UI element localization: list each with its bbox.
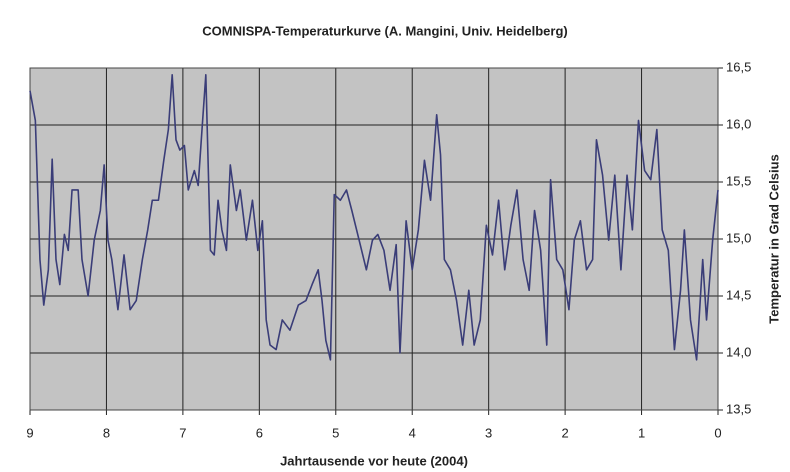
- x-axis-label: Jahrtausende vor heute (2004): [280, 453, 468, 468]
- y-tick-label: 14,5: [726, 287, 751, 302]
- x-tick-label: 8: [103, 425, 110, 440]
- x-tick-label: 7: [179, 425, 186, 440]
- y-tick-label: 15,5: [726, 173, 751, 188]
- x-tick-label: 4: [409, 425, 416, 440]
- y-tick-label: 13,5: [726, 401, 751, 416]
- y-tick-label: 16,0: [726, 116, 751, 131]
- x-tick-label: 5: [332, 425, 339, 440]
- x-tick-label: 2: [561, 425, 568, 440]
- y-tick-label: 14,0: [726, 344, 751, 359]
- y-axis-label: Temperatur in Grad Celsius: [766, 154, 781, 324]
- x-tick-label: 9: [26, 425, 33, 440]
- plot-border: [29, 67, 719, 411]
- x-tick-label: 3: [485, 425, 492, 440]
- x-tick-label: 1: [638, 425, 645, 440]
- y-tick-label: 16,5: [726, 59, 751, 74]
- x-tick-label: 6: [256, 425, 263, 440]
- temperature-line: [29, 74, 719, 361]
- y-tick-label: 15,0: [726, 230, 751, 245]
- x-tick-label: 0: [714, 425, 721, 440]
- chart-title: COMNISPA-Temperaturkurve (A. Mangini, Un…: [202, 23, 568, 38]
